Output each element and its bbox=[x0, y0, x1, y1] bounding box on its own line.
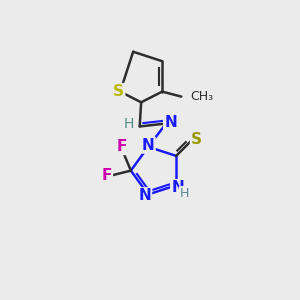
Text: CH₃: CH₃ bbox=[190, 90, 213, 103]
Text: F: F bbox=[101, 168, 112, 183]
Text: N: N bbox=[171, 180, 184, 195]
Text: S: S bbox=[191, 132, 202, 147]
Text: F: F bbox=[117, 139, 127, 154]
Text: H: H bbox=[123, 117, 134, 131]
Text: N: N bbox=[138, 188, 151, 203]
Text: N: N bbox=[142, 137, 155, 152]
Text: S: S bbox=[113, 84, 124, 99]
Text: N: N bbox=[164, 115, 177, 130]
Text: H: H bbox=[180, 187, 189, 200]
